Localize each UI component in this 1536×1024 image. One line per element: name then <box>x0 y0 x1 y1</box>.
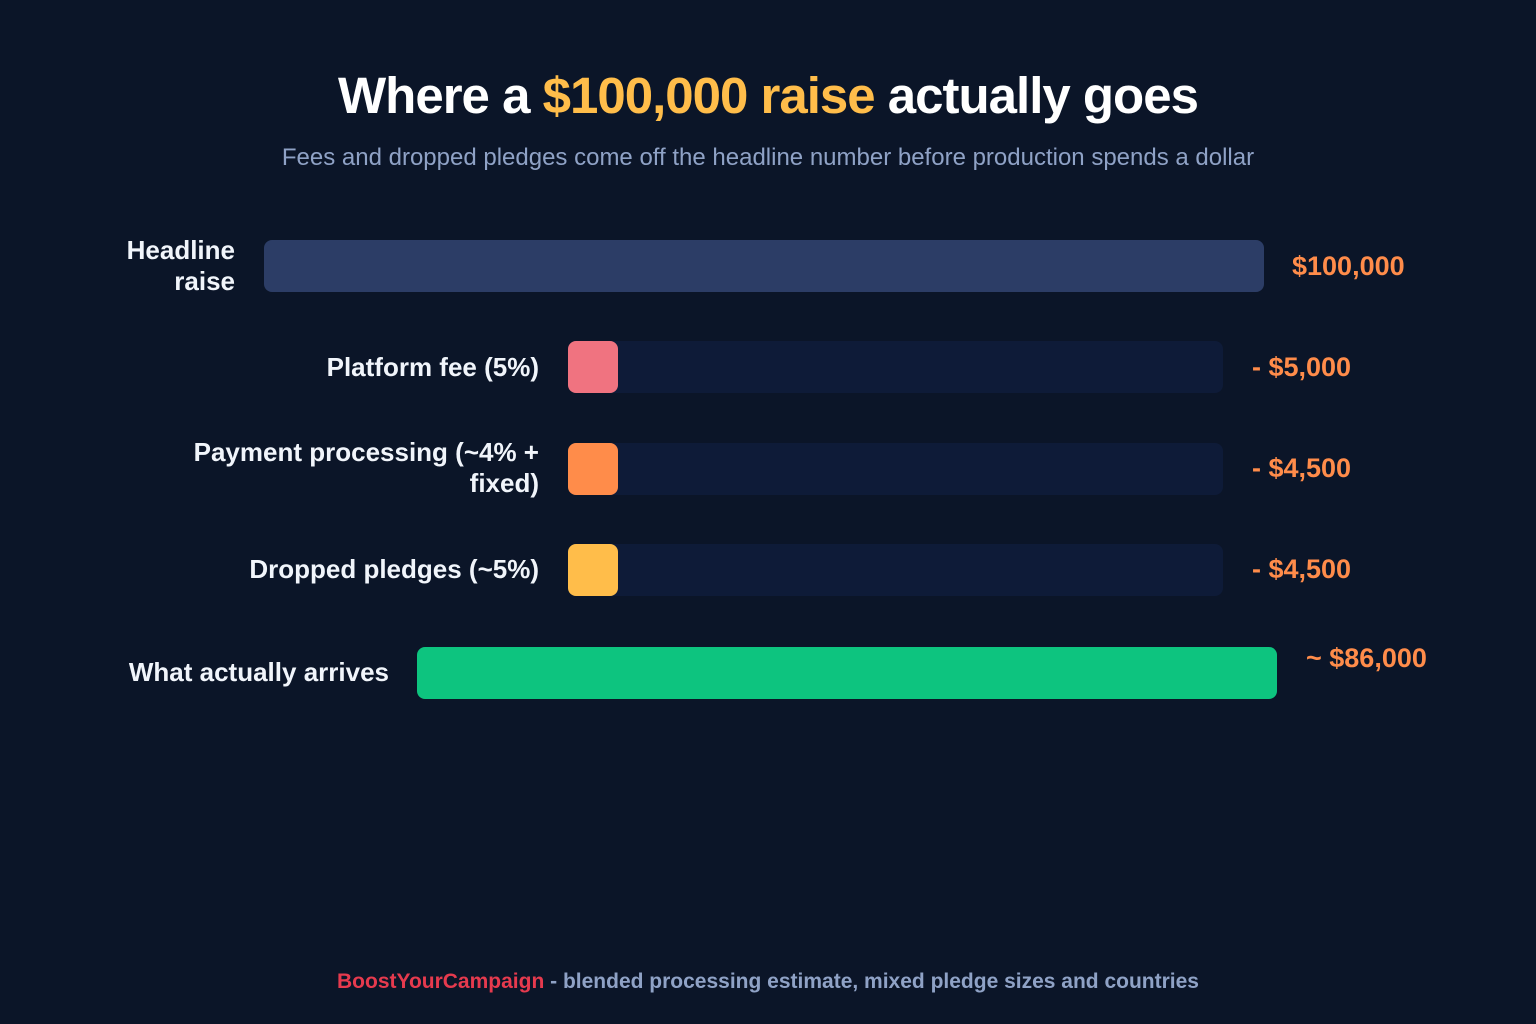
footer-brand: BoostYourCampaign <box>337 970 545 993</box>
track-payment-processing <box>568 443 1223 495</box>
title-highlight: $100,000 raise <box>542 67 876 124</box>
title-suffix: actually goes <box>874 67 1199 124</box>
bar-platform-fee <box>568 341 618 393</box>
footer-text: - blended processing estimate, mixed ple… <box>544 970 1199 993</box>
category-label-what-actually-arrives: What actually arrives <box>128 657 389 687</box>
track-dropped-pledges <box>568 544 1223 596</box>
value-label-headline-raise: $100,000 <box>1292 251 1405 281</box>
category-label-dropped-pledges: Dropped pledges (~5%) <box>249 554 539 584</box>
bar-dropped-pledges <box>568 544 618 596</box>
bar-what-actually-arrives <box>417 647 1277 699</box>
chart-subtitle: Fees and dropped pledges come off the he… <box>281 144 1255 171</box>
category-label-headline-raise: Headline raise <box>126 235 235 296</box>
category-label-platform-fee: Platform fee (5%) <box>326 352 539 382</box>
bar-payment-processing <box>568 443 618 495</box>
bar-headline-raise <box>264 240 1264 292</box>
track-platform-fee <box>568 341 1223 393</box>
footer-note: BoostYourCampaign - blended processing e… <box>0 970 1536 994</box>
value-label-what-actually-arrives: ~ $86,000 <box>1306 643 1427 673</box>
value-label-platform-fee: - $5,000 <box>1252 352 1352 382</box>
category-label-payment-processing: Payment processing (~4% + fixed) <box>193 437 539 498</box>
title-prefix: Where a <box>338 67 543 124</box>
chart-title: Where a $100,000 raise actually goes <box>0 66 1536 126</box>
value-label-payment-processing: - $4,500 <box>1252 453 1352 483</box>
value-label-dropped-pledges: - $4,500 <box>1252 554 1352 584</box>
